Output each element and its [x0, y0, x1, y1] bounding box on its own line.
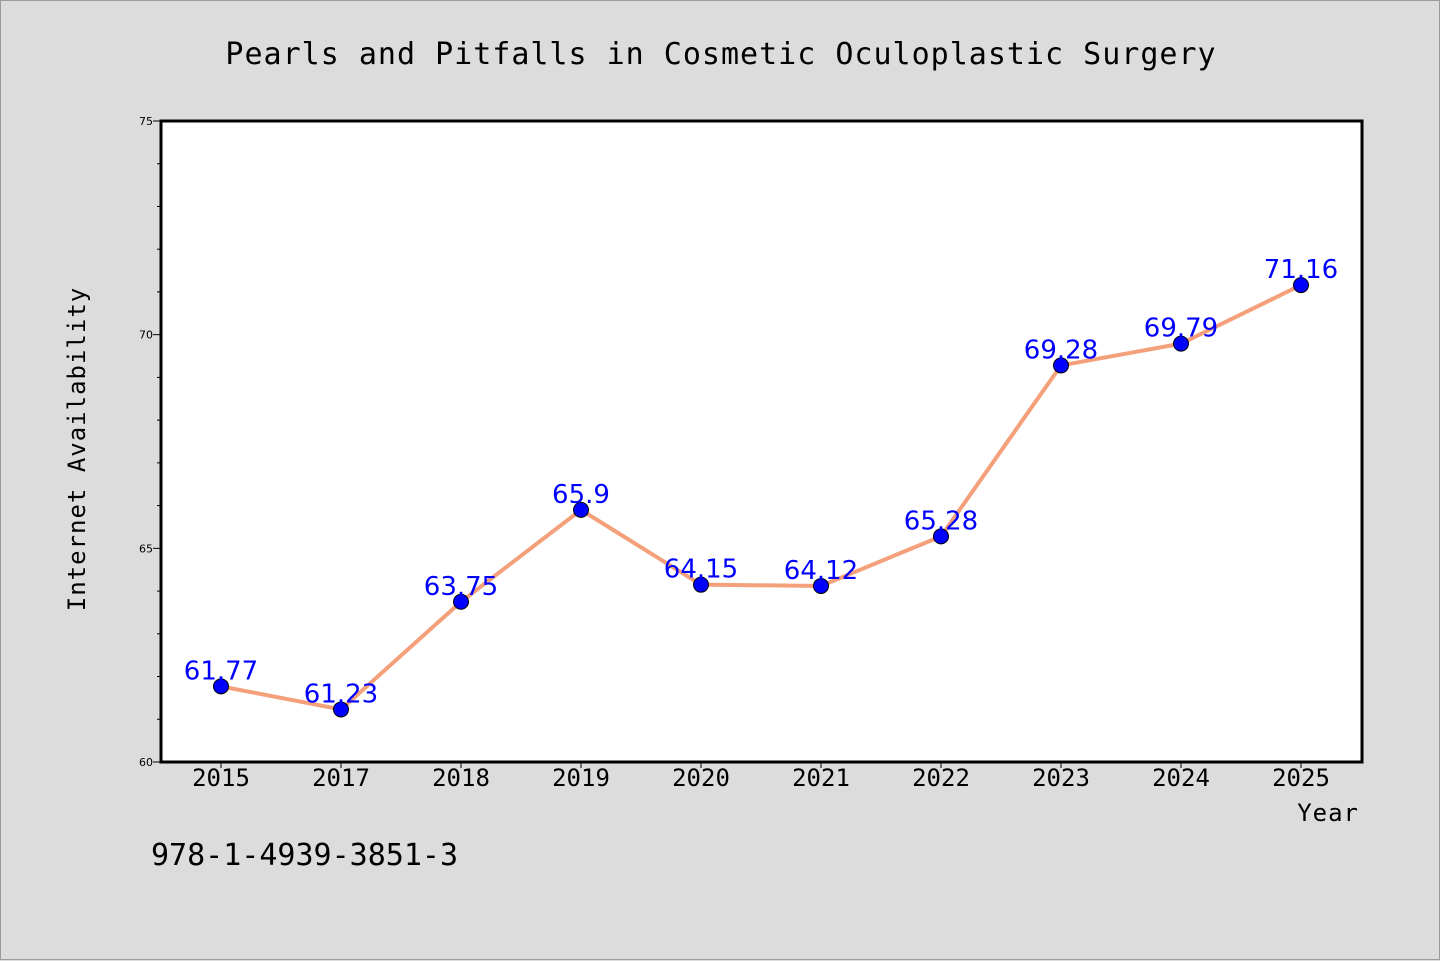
x-tick-label: 2025 — [1272, 764, 1330, 792]
data-label: 71.16 — [1264, 255, 1338, 285]
x-axis-label: Year — [1297, 799, 1359, 827]
data-point — [933, 528, 949, 545]
data-point — [1293, 277, 1309, 294]
data-point — [1053, 357, 1069, 374]
data-label: 65.28 — [904, 506, 978, 536]
series-markers-group — [213, 277, 1309, 718]
data-point — [573, 501, 589, 518]
x-axis-ticks: 2015 2017 2018 2019 2020 2021 2022 2023 2024 2025 — [192, 762, 1330, 792]
x-tick-label: 2019 — [552, 764, 610, 792]
data-point — [453, 593, 469, 610]
y-tick-label: 70 — [139, 329, 153, 342]
plot-area — [159, 119, 1364, 764]
data-label: 63.75 — [424, 572, 498, 602]
series-line-group — [220, 283, 1302, 712]
y-axis-label: Internet Availability — [63, 287, 91, 611]
data-point — [813, 577, 829, 594]
data-label: 61.23 — [304, 679, 378, 709]
data-point — [693, 576, 709, 593]
chart-title: Pearls and Pitfalls in Cosmetic Oculopla… — [225, 37, 1216, 72]
series-line — [220, 283, 1302, 712]
x-tick-label: 2024 — [1152, 764, 1210, 792]
data-point — [1173, 335, 1189, 352]
y-tick-label: 60 — [139, 756, 153, 769]
x-tick-label: 2022 — [912, 764, 970, 792]
x-tick-label: 2018 — [432, 764, 490, 792]
data-labels-group: 61.77 61.23 63.75 65.9 64.15 64.12 65.28 69.28 6… — [184, 255, 1338, 709]
data-point — [333, 701, 349, 718]
data-label: 61.77 — [184, 656, 258, 686]
x-tick-label: 2017 — [312, 764, 370, 792]
data-label: 69.28 — [1024, 335, 1098, 365]
y-tick-label: 65 — [139, 542, 153, 555]
y-axis-ticks: 60 65 70 75 — [139, 115, 161, 769]
x-tick-label: 2015 — [192, 764, 250, 792]
x-tick-label: 2020 — [672, 764, 730, 792]
x-tick-label: 2021 — [792, 764, 850, 792]
y-tick-label: 75 — [139, 115, 153, 128]
data-point — [213, 678, 229, 695]
data-label: 69.79 — [1144, 314, 1218, 344]
isbn-label: 978-1-4939-3851-3 — [151, 838, 458, 873]
data-label: 65.9 — [552, 480, 610, 510]
x-tick-label: 2023 — [1032, 764, 1090, 792]
data-label: 64.12 — [784, 556, 858, 586]
data-label: 64.15 — [664, 555, 738, 585]
